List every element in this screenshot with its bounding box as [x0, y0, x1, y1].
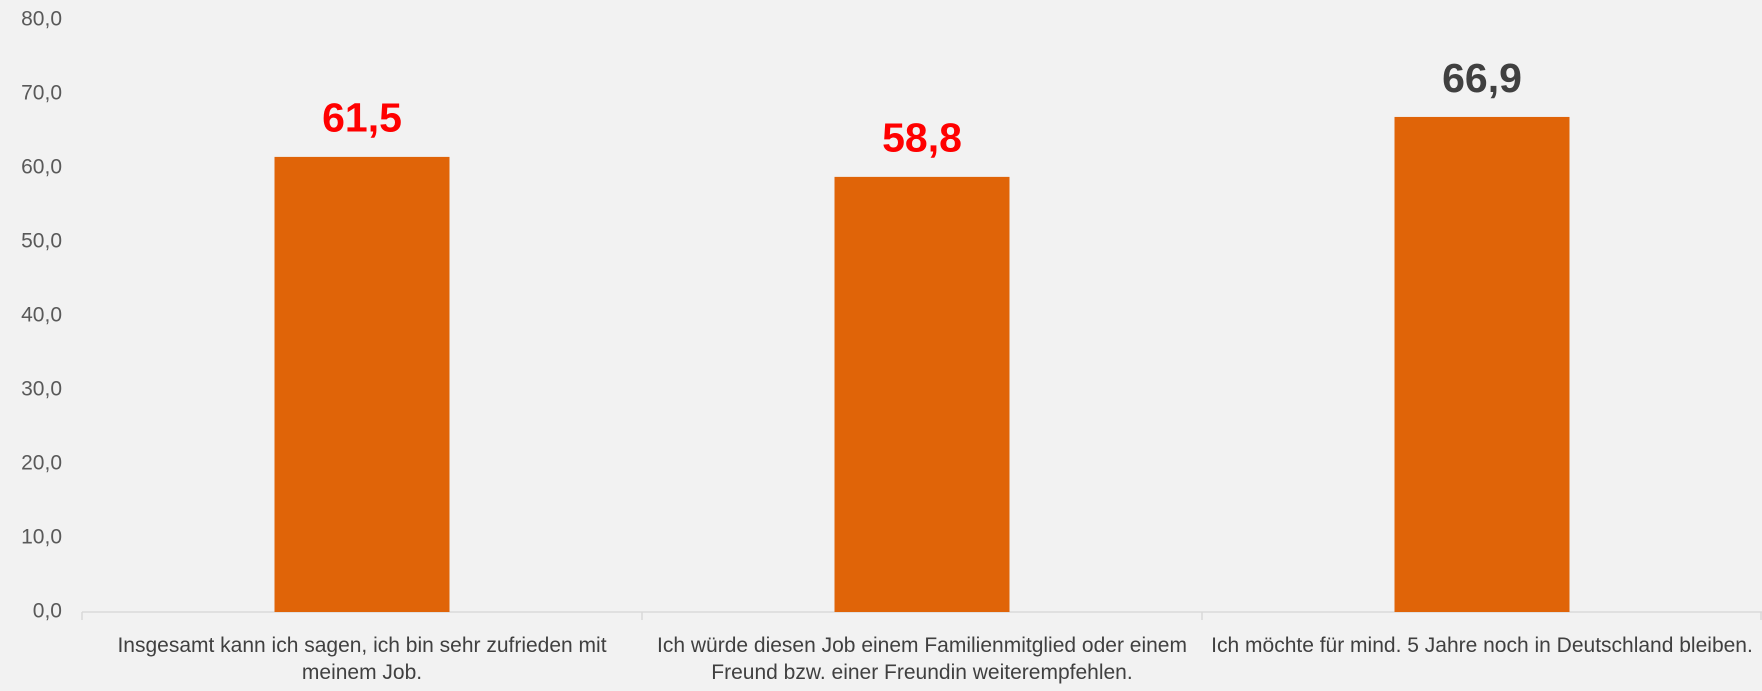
- y-tick-label: 50,0: [21, 230, 62, 253]
- y-tick-label: 70,0: [21, 82, 62, 105]
- bar: [834, 176, 1010, 612]
- y-tick-label: 30,0: [21, 378, 62, 401]
- y-tick-label: 60,0: [21, 156, 62, 179]
- value-label: 66,9: [1442, 55, 1522, 101]
- x-tick-label: Ich möchte für mind. 5 Jahre noch in Deu…: [1211, 634, 1753, 657]
- value-label: 61,5: [322, 95, 402, 141]
- x-tick-label-box: Ich würde diesen Job einem Familienmitgl…: [657, 634, 1187, 684]
- x-tick-label-box: Ich möchte für mind. 5 Jahre noch in Deu…: [1211, 634, 1753, 657]
- bar: [274, 156, 450, 612]
- y-tick-label: 80,0: [21, 8, 62, 31]
- y-tick-label: 20,0: [21, 452, 62, 475]
- y-tick-label: 10,0: [21, 526, 62, 549]
- y-tick-label: 40,0: [21, 304, 62, 327]
- y-tick-label: 0,0: [33, 600, 62, 623]
- x-tick-label: Ich würde diesen Job einem Familienmitgl…: [657, 634, 1187, 684]
- x-tick-label: Insgesamt kann ich sagen, ich bin sehr z…: [117, 634, 607, 684]
- x-tick-label-box: Insgesamt kann ich sagen, ich bin sehr z…: [117, 634, 607, 684]
- bar: [1394, 116, 1570, 612]
- value-label: 58,8: [882, 115, 962, 161]
